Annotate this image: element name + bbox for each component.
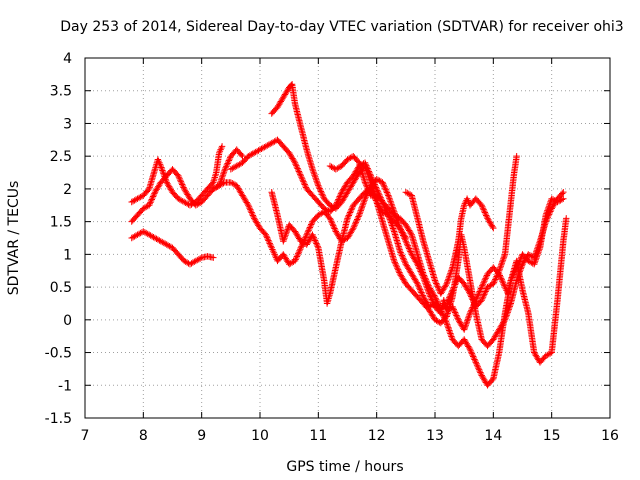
y-tick-label: 3.5 [50, 84, 72, 100]
plus-markers [402, 189, 497, 297]
x-tick-label: 11 [309, 428, 327, 444]
x-tick-label: 15 [543, 428, 561, 444]
series-trace-5 [268, 185, 567, 350]
x-tick-label: 12 [368, 428, 386, 444]
plus-markers [128, 146, 246, 225]
series-trace-3 [128, 146, 246, 225]
plus-markers [128, 143, 226, 209]
y-tick-label: 3 [63, 116, 72, 132]
y-tick-label: 0 [63, 313, 72, 329]
y-tick-label: -1.5 [45, 411, 72, 427]
x-tick-label: 16 [601, 428, 619, 444]
plus-markers [268, 185, 567, 350]
series-trace-2 [128, 143, 226, 209]
y-tick-label: 0.5 [50, 280, 72, 296]
y-tick-labels: -1.5 -1 -0.5 0 0.5 1 1.5 2 2.5 3 3.5 4 [45, 51, 72, 427]
plus-markers [227, 136, 570, 389]
x-tick-label: 13 [426, 428, 444, 444]
plus-markers [326, 152, 520, 314]
plus-markers [268, 81, 410, 242]
y-tick-label: 1 [63, 247, 72, 263]
y-tick-label: 2.5 [50, 149, 72, 165]
x-tick-label: 8 [139, 428, 148, 444]
y-tick-label: -0.5 [45, 346, 72, 362]
series-trace-9 [402, 189, 497, 297]
data-marks [128, 81, 570, 389]
series-trace-7 [268, 81, 410, 242]
y-tick-label: 1.5 [50, 215, 72, 231]
plot-frame [84, 57, 611, 419]
y-tick-label: -1 [58, 378, 72, 394]
x-tick-label: 10 [251, 428, 269, 444]
chart-title: Day 253 of 2014, Sidereal Day-to-day VTE… [60, 19, 623, 35]
series-trace-8 [326, 152, 520, 314]
series-trace-6 [227, 136, 570, 389]
x-tick-label: 14 [484, 428, 502, 444]
x-axis-title: GPS time / hours [286, 459, 403, 475]
ticks [84, 57, 611, 419]
x-tick-label: 7 [81, 428, 90, 444]
y-tick-label: 2 [63, 182, 72, 198]
x-tick-label: 9 [197, 428, 206, 444]
x-tick-labels: 7 8 9 10 11 12 13 14 15 16 [81, 428, 619, 444]
plus-markers [128, 228, 217, 268]
series-trace-1 [128, 228, 217, 268]
y-axis-title: SDTVAR / TECUs [6, 181, 22, 296]
y-tick-label: 4 [63, 51, 72, 67]
grid-layer [85, 58, 610, 418]
